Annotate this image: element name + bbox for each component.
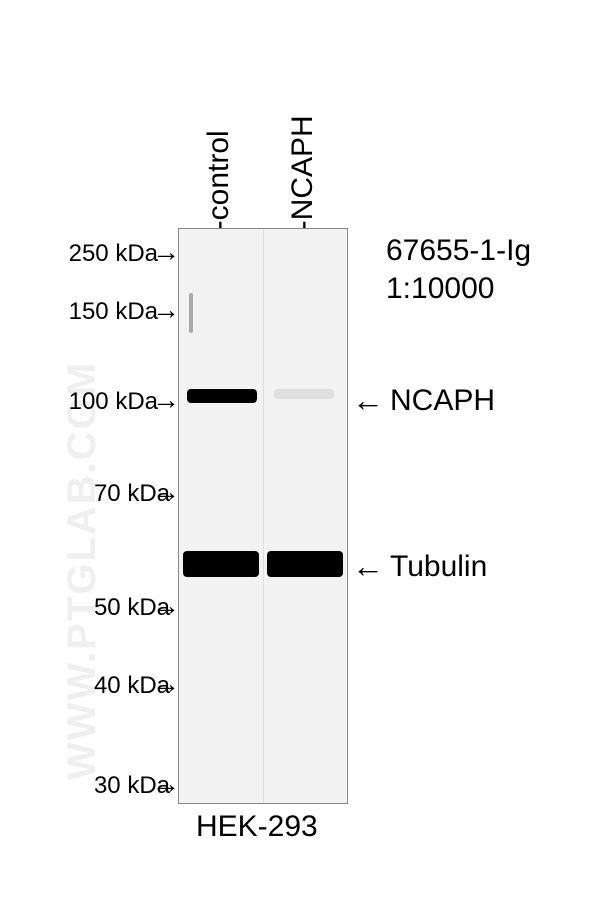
figure-container: WWW.PTGLAB.COM si-controlsi-NCAPH 250 kD… bbox=[0, 0, 598, 902]
cell-line-label: HEK-293 bbox=[196, 810, 318, 844]
target-band-arrow: ← bbox=[352, 384, 384, 416]
band-2 bbox=[183, 551, 259, 577]
mw-label-0: 250 kDa bbox=[28, 240, 158, 268]
mw-arrow-1: → bbox=[152, 296, 180, 324]
watermark-text: WWW.PTGLAB.COM bbox=[60, 361, 105, 780]
mw-arrow-5: → bbox=[152, 670, 180, 698]
mw-arrow-6: → bbox=[152, 770, 180, 798]
target-band-label: NCAPH bbox=[390, 384, 495, 418]
band-3 bbox=[267, 551, 343, 577]
band-0 bbox=[187, 389, 257, 403]
mw-label-2: 100 kDa bbox=[28, 388, 158, 416]
blot-streak bbox=[189, 293, 193, 333]
dilution-label: 1:10000 bbox=[386, 272, 494, 306]
mw-arrow-2: → bbox=[152, 386, 180, 414]
mw-arrow-0: → bbox=[152, 238, 180, 266]
lane-divider bbox=[263, 229, 264, 803]
blot-area bbox=[178, 228, 348, 804]
mw-label-4: 50 kDa bbox=[40, 594, 170, 622]
band-1 bbox=[274, 389, 334, 399]
mw-label-6: 30 kDa bbox=[40, 772, 170, 800]
antibody-id: 67655-1-Ig bbox=[386, 234, 531, 268]
control-band-arrow: ← bbox=[352, 550, 384, 582]
mw-arrow-3: → bbox=[152, 478, 180, 506]
mw-label-3: 70 kDa bbox=[40, 480, 170, 508]
mw-label-5: 40 kDa bbox=[40, 672, 170, 700]
control-band-label: Tubulin bbox=[390, 550, 487, 584]
mw-label-1: 150 kDa bbox=[28, 298, 158, 326]
mw-arrow-4: → bbox=[152, 592, 180, 620]
